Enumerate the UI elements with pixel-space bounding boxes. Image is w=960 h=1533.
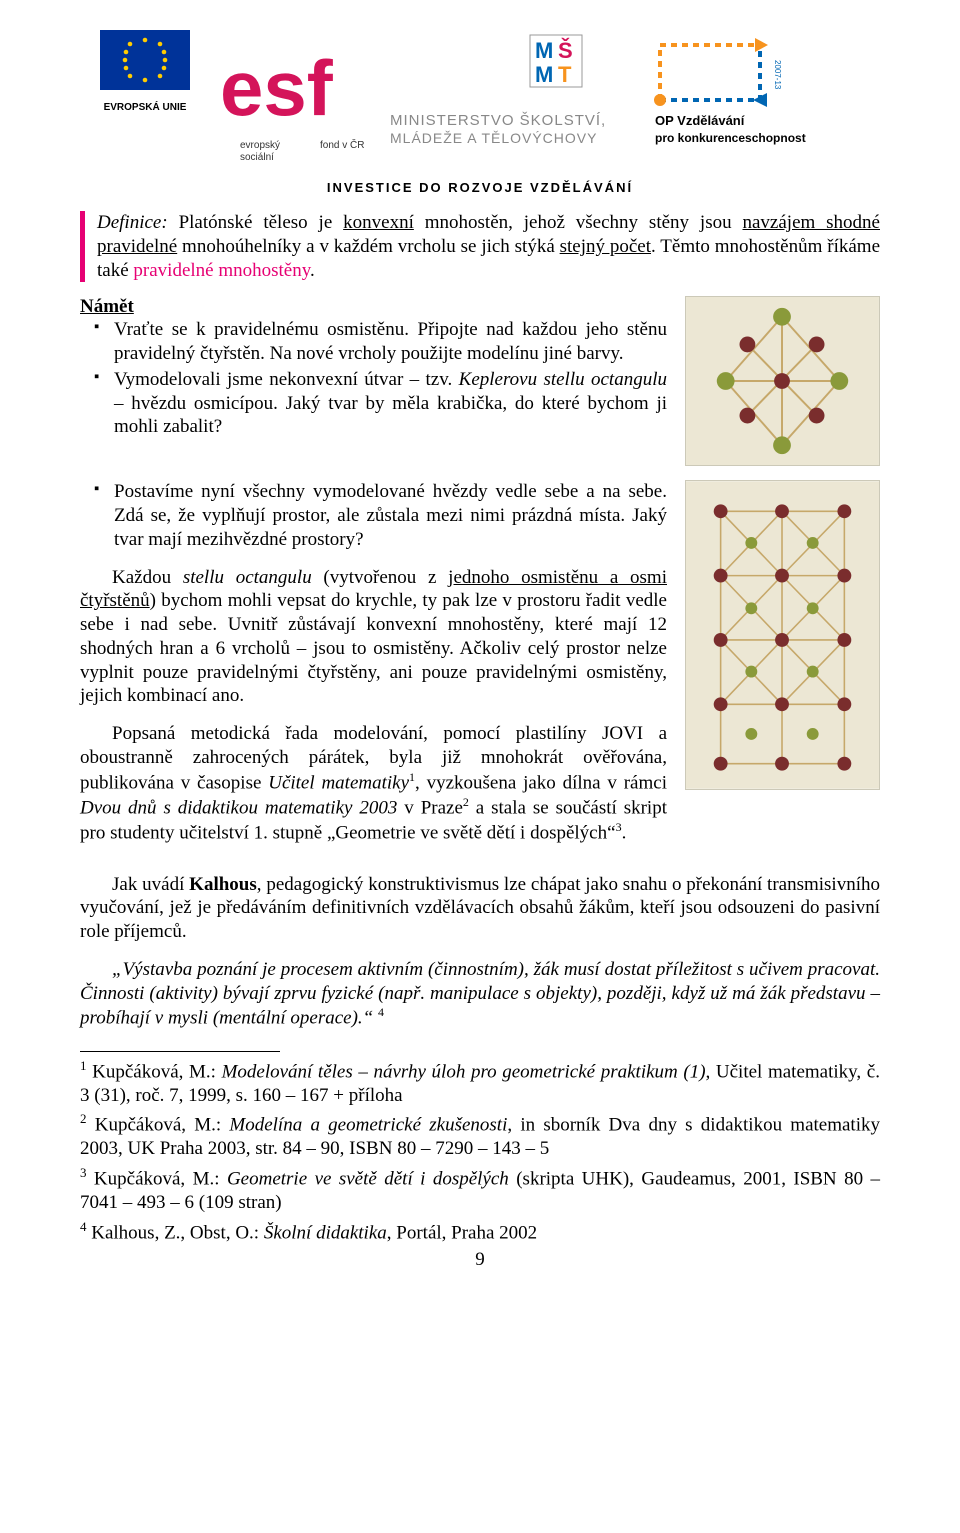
svg-text:fond v ČR: fond v ČR xyxy=(320,138,364,151)
svg-text:sociální: sociální xyxy=(240,152,274,163)
block2-item: Postavíme nyní všechny vymodelované hvěz… xyxy=(80,480,667,551)
svg-text:2007-13: 2007-13 xyxy=(773,60,782,90)
ministry-logo: M Š M T MINISTERSTVO ŠKOLSTVÍ, MLÁDEŽE A… xyxy=(380,30,630,170)
definice-label: Definice: xyxy=(97,212,168,233)
tagline: INVESTICE DO ROZVOJE VZDĚLÁVÁNÍ xyxy=(80,180,880,195)
svg-text:esf: esf xyxy=(220,44,334,132)
namet-title: Námět xyxy=(80,296,667,318)
footnote-3: 3 Kupčáková, M.: Geometrie ve světě dětí… xyxy=(80,1165,880,1215)
definice-text: Definice: Platónské těleso je konvexní m… xyxy=(97,211,880,282)
esf-logo: esf evropský sociální fond v ČR xyxy=(200,30,370,170)
svg-text:OP Vzdělávání: OP Vzdělávání xyxy=(655,113,745,128)
svg-text:MINISTERSTVO ŠKOLSTVÍ,: MINISTERSTVO ŠKOLSTVÍ, xyxy=(390,112,606,129)
eu-flag-logo: EVROPSKÁ UNIE xyxy=(100,30,190,125)
svg-text:MLÁDEŽE A TĚLOVÝCHOVY: MLÁDEŽE A TĚLOVÝCHOVY xyxy=(390,130,597,146)
footnote-4: 4 Kalhous, Z., Obst, O.: Školní didaktik… xyxy=(80,1219,880,1245)
para-stellu: Každou stellu octangulu (vytvořenou z je… xyxy=(80,566,667,709)
block2-row: Postavíme nyní všechny vymodelované hvěz… xyxy=(80,480,880,858)
para-quote: „Výstavba poznání je procesem aktivním (… xyxy=(80,958,880,1031)
svg-text:pro konkurenceschopnost: pro konkurenceschopnost xyxy=(655,131,806,145)
namet-list: Vraťte se k pravidelnému osmistěnu. Přip… xyxy=(80,318,667,439)
stella-octangula-image xyxy=(685,296,880,466)
footnote-2: 2 Kupčáková, M.: Modelína a geometrické … xyxy=(80,1111,880,1161)
footnote-1: 1 Kupčáková, M.: Modelování těles – návr… xyxy=(80,1058,880,1108)
svg-text:M: M xyxy=(535,62,553,87)
block2-list: Postavíme nyní všechny vymodelované hvěz… xyxy=(80,480,667,551)
svg-text:evropský: evropský xyxy=(240,140,280,151)
definice-block: Definice: Platónské těleso je konvexní m… xyxy=(80,211,880,282)
svg-text:EVROPSKÁ UNIE: EVROPSKÁ UNIE xyxy=(104,100,187,113)
page-number: 9 xyxy=(80,1249,880,1271)
block2-text: Postavíme nyní všechny vymodelované hvěz… xyxy=(80,480,667,858)
footnotes: 1 Kupčáková, M.: Modelování těles – návr… xyxy=(80,1058,880,1246)
namet-row: Námět Vraťte se k pravidelnému osmistěnu… xyxy=(80,296,880,466)
namet-item-1: Vraťte se k pravidelnému osmistěnu. Přip… xyxy=(80,318,667,366)
stellae-stack-image xyxy=(685,480,880,790)
namet-item-2: Vymodelovali jsme nekonvexní útvar – tzv… xyxy=(80,368,667,439)
svg-text:M: M xyxy=(535,38,553,63)
figure-1 xyxy=(685,296,880,466)
para-kalhous: Jak uvádí Kalhous, pedagogický konstrukt… xyxy=(80,873,880,944)
page-root: EVROPSKÁ UNIE esf evropský sociální fond… xyxy=(0,0,960,1291)
namet-text: Námět Vraťte se k pravidelnému osmistěnu… xyxy=(80,296,667,466)
figure-2 xyxy=(685,480,880,790)
footnote-separator xyxy=(80,1051,280,1052)
svg-text:T: T xyxy=(558,62,572,87)
op-logo: 2007-13 OP Vzdělávání pro konkurencescho… xyxy=(640,30,810,170)
header-logos-row: EVROPSKÁ UNIE esf evropský sociální fond… xyxy=(100,30,880,170)
para-metodicka: Popsaná metodická řada modelování, pomoc… xyxy=(80,722,667,845)
accent-left-bar xyxy=(80,211,85,282)
svg-text:Š: Š xyxy=(558,38,573,63)
